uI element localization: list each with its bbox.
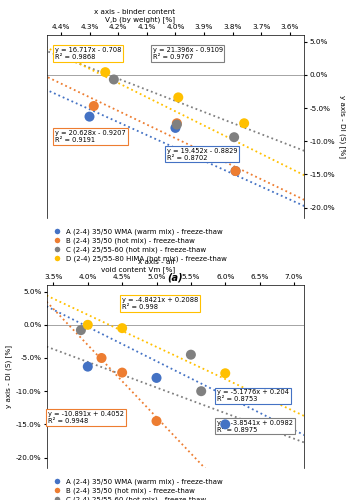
- Text: y = -10.891x + 0.4052
R² = 0.9948: y = -10.891x + 0.4052 R² = 0.9948: [48, 411, 124, 424]
- Point: [119, 368, 125, 376]
- X-axis label: x axis - air
void content Vm [%]: x axis - air void content Vm [%]: [101, 260, 175, 273]
- Point: [173, 124, 178, 132]
- Point: [119, 324, 125, 332]
- Point: [174, 120, 180, 128]
- Point: [175, 94, 181, 102]
- Point: [154, 417, 159, 425]
- Text: y = 20.628x - 0.9207
R² = 0.9191: y = 20.628x - 0.9207 R² = 0.9191: [55, 130, 126, 143]
- Legend: A (2-4) 35/50 WMA (warm mix) - freeze-thaw, B (2-4) 35/50 (hot mix) - freeze-tha: A (2-4) 35/50 WMA (warm mix) - freeze-th…: [50, 228, 227, 262]
- Point: [111, 76, 117, 84]
- Point: [222, 370, 228, 378]
- Point: [222, 420, 228, 428]
- Y-axis label: y axis - DI (S) [%]: y axis - DI (S) [%]: [339, 95, 346, 158]
- Point: [198, 387, 204, 395]
- Point: [231, 133, 237, 141]
- Point: [85, 321, 91, 329]
- Text: y = -3.8541x + 0.0982
R² = 0.8975: y = -3.8541x + 0.0982 R² = 0.8975: [217, 420, 293, 432]
- Point: [102, 68, 108, 76]
- Point: [85, 362, 91, 370]
- Point: [91, 102, 97, 110]
- X-axis label: x axis - binder content
V,b (by weight) [%]: x axis - binder content V,b (by weight) …: [94, 10, 175, 23]
- Text: y = 19.452x - 0.8829
R² = 0.8702: y = 19.452x - 0.8829 R² = 0.8702: [167, 148, 237, 161]
- Point: [241, 120, 247, 128]
- Text: (a): (a): [168, 272, 183, 282]
- Legend: A (2-4) 35/50 WMA (warm mix) - freeze-thaw, B (2-4) 35/50 (hot mix) - freeze-tha: A (2-4) 35/50 WMA (warm mix) - freeze-th…: [50, 478, 227, 500]
- Point: [174, 120, 180, 128]
- Text: y = 21.396x - 0.9109
R² = 0.9767: y = 21.396x - 0.9109 R² = 0.9767: [153, 47, 223, 60]
- Point: [99, 354, 105, 362]
- Point: [154, 374, 159, 382]
- Point: [233, 167, 238, 175]
- Y-axis label: y axis - DI (S) [%]: y axis - DI (S) [%]: [5, 345, 12, 408]
- Point: [188, 350, 194, 358]
- Text: y = -4.8421x + 0.2088
R² = 0.998: y = -4.8421x + 0.2088 R² = 0.998: [122, 297, 198, 310]
- Point: [233, 167, 238, 175]
- Text: y = -5.1776x + 0.204
R² = 0.8753: y = -5.1776x + 0.204 R² = 0.8753: [217, 389, 289, 402]
- Point: [87, 112, 92, 120]
- Text: y = 16.717x - 0.708
R² = 0.9868: y = 16.717x - 0.708 R² = 0.9868: [55, 47, 121, 60]
- Point: [78, 326, 84, 334]
